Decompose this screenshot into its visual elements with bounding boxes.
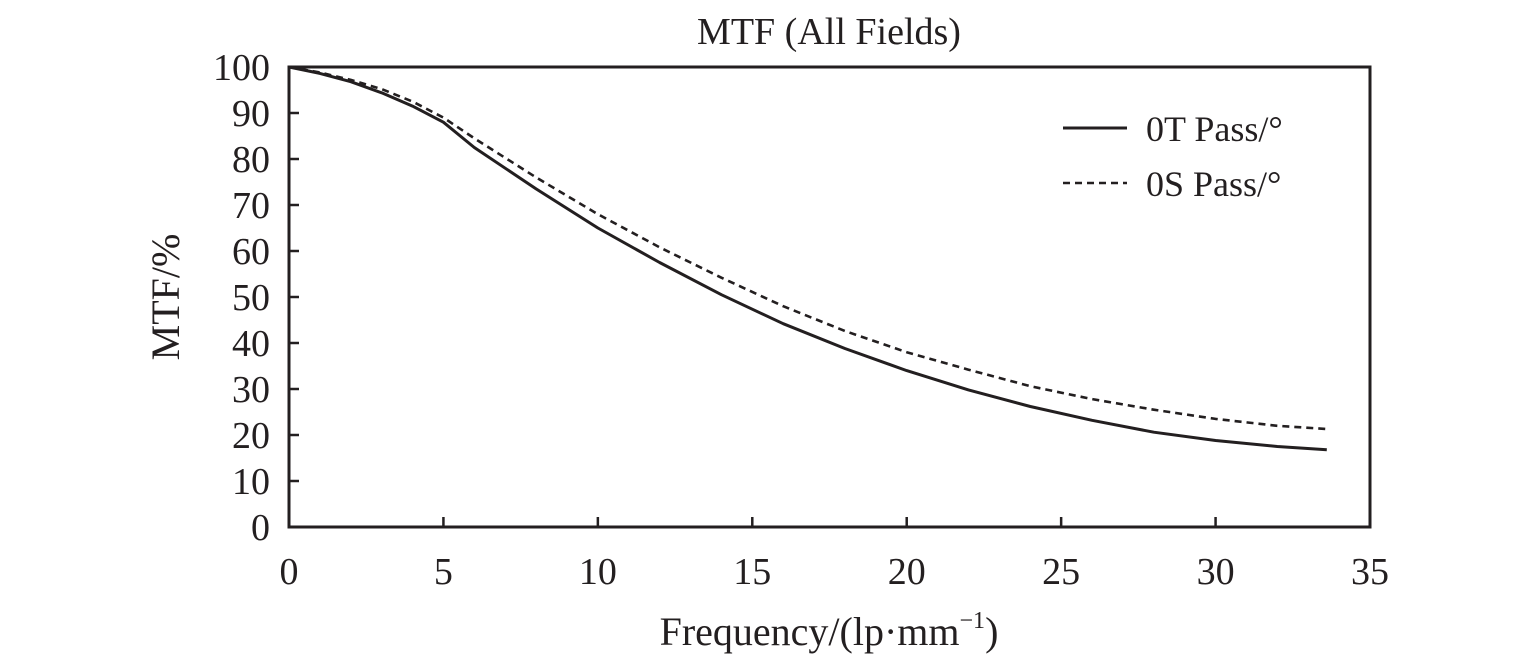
legend: 0T Pass/° 0S Pass/° <box>1063 109 1283 204</box>
y-tick-label: 20 <box>232 415 270 457</box>
x-tick-label: 15 <box>733 551 771 593</box>
x-axis-ticks: 0 5 10 15 20 25 30 35 <box>280 517 1389 593</box>
x-tick-label: 20 <box>888 551 926 593</box>
series-layer <box>288 65 1327 452</box>
y-tick-label: 50 <box>232 277 270 319</box>
x-tick-label: 10 <box>579 551 617 593</box>
series-line-0 <box>288 65 1327 452</box>
y-tick-label: 90 <box>232 93 270 135</box>
y-tick-label: 100 <box>213 47 270 89</box>
y-axis-label: MTF/% <box>143 234 188 361</box>
x-tick-label: 30 <box>1197 551 1235 593</box>
x-tick-label: 35 <box>1351 551 1389 593</box>
y-tick-label: 30 <box>232 369 270 411</box>
y-tick-label: 80 <box>232 139 270 181</box>
series-line-1 <box>288 65 1327 431</box>
chart-title: MTF (All Fields) <box>697 11 961 53</box>
y-tick-label: 40 <box>232 323 270 365</box>
x-tick-label: 0 <box>280 551 299 593</box>
x-tick-label: 25 <box>1042 551 1080 593</box>
x-axis-label-main: Frequency/(lp·mm <box>660 609 960 654</box>
x-axis-label-close: ) <box>985 609 998 654</box>
y-tick-label: 10 <box>232 461 270 503</box>
y-tick-label: 70 <box>232 185 270 227</box>
legend-label-0s-pass: 0S Pass/° <box>1146 164 1281 204</box>
x-axis-label-exponent: −1 <box>960 608 986 634</box>
legend-label-0t-pass: 0T Pass/° <box>1146 109 1283 149</box>
x-tick-label: 5 <box>434 551 453 593</box>
y-tick-label: 60 <box>232 231 270 273</box>
x-axis-label: Frequency/(lp·mm−1) <box>660 608 999 654</box>
y-tick-label: 0 <box>251 507 270 549</box>
